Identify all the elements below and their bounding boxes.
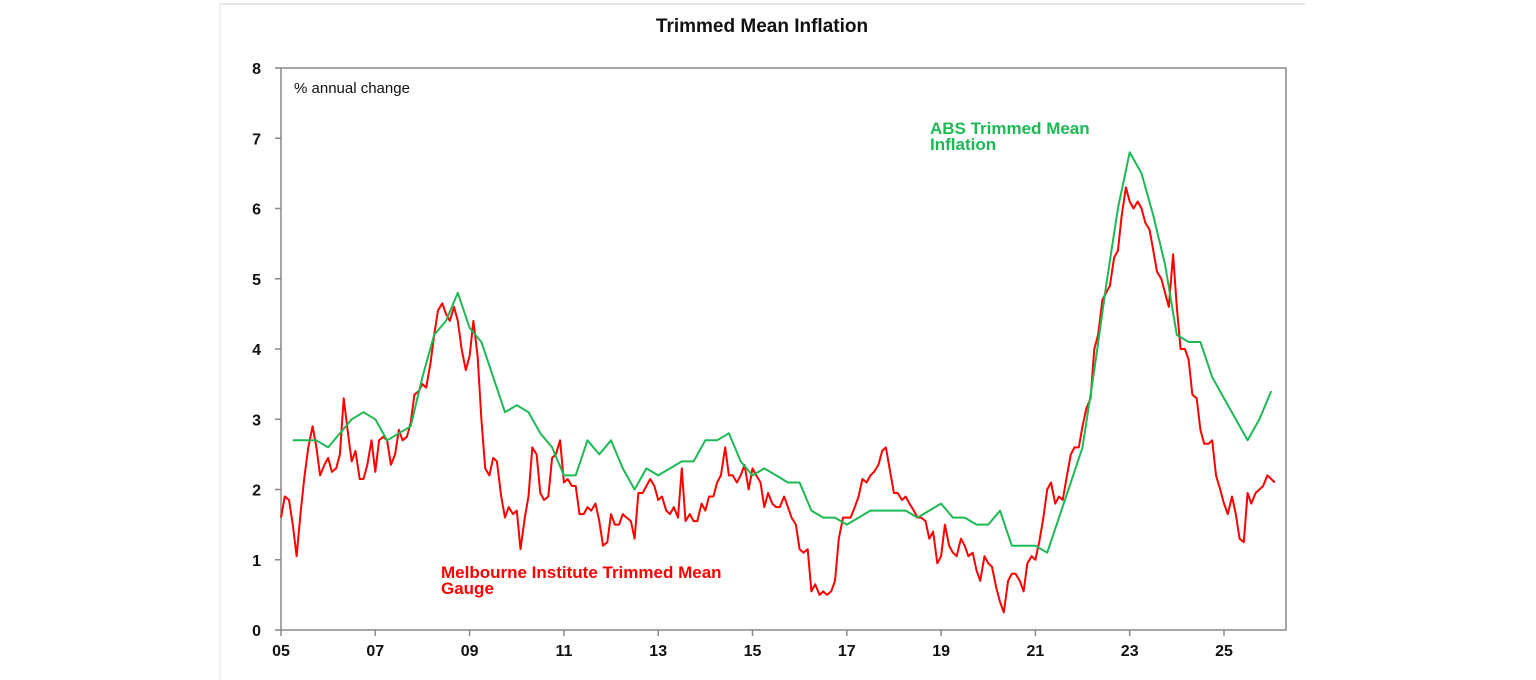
series-label-melbourne-line2: Gauge [441,579,494,598]
series-label-abs-line2: Inflation [930,135,996,154]
x-tick-label: 25 [1215,643,1233,660]
x-tick-label: 07 [366,643,384,660]
chart-title: Trimmed Mean Inflation [656,16,868,37]
y-tick-label: 8 [252,61,261,78]
x-tick-label: 23 [1121,643,1139,660]
y-tick-label: 1 [252,553,261,570]
series-label-abs: ABS Trimmed Mean Inflation [930,119,1094,154]
y-tick-label: 6 [252,202,261,219]
y-tick-label: 4 [252,342,261,359]
x-tick-label: 15 [744,643,762,660]
y-tick-label: 7 [252,131,261,148]
x-tick-label: 19 [932,643,950,660]
x-tick-label: 17 [838,643,856,660]
y-tick-label: 5 [252,272,261,289]
x-tick-label: 09 [461,643,479,660]
x-tick-label: 05 [272,643,290,660]
x-tick-label: 21 [1027,643,1045,660]
series-label-melbourne-line1: Melbourne Institute Trimmed Mean [441,563,722,582]
series-label-abs-line1: ABS Trimmed Mean [930,119,1090,138]
y-axis-label: % annual change [294,80,410,97]
y-tick-label: 0 [252,623,261,640]
x-tick-label: 13 [649,643,667,660]
series-line-abs [292,151,1273,554]
y-tick-label: 2 [252,483,261,500]
series-label-melbourne: Melbourne Institute Trimmed Mean Gauge [441,563,726,598]
x-tick-label: 11 [555,643,572,660]
y-tick-label: 3 [252,412,261,429]
